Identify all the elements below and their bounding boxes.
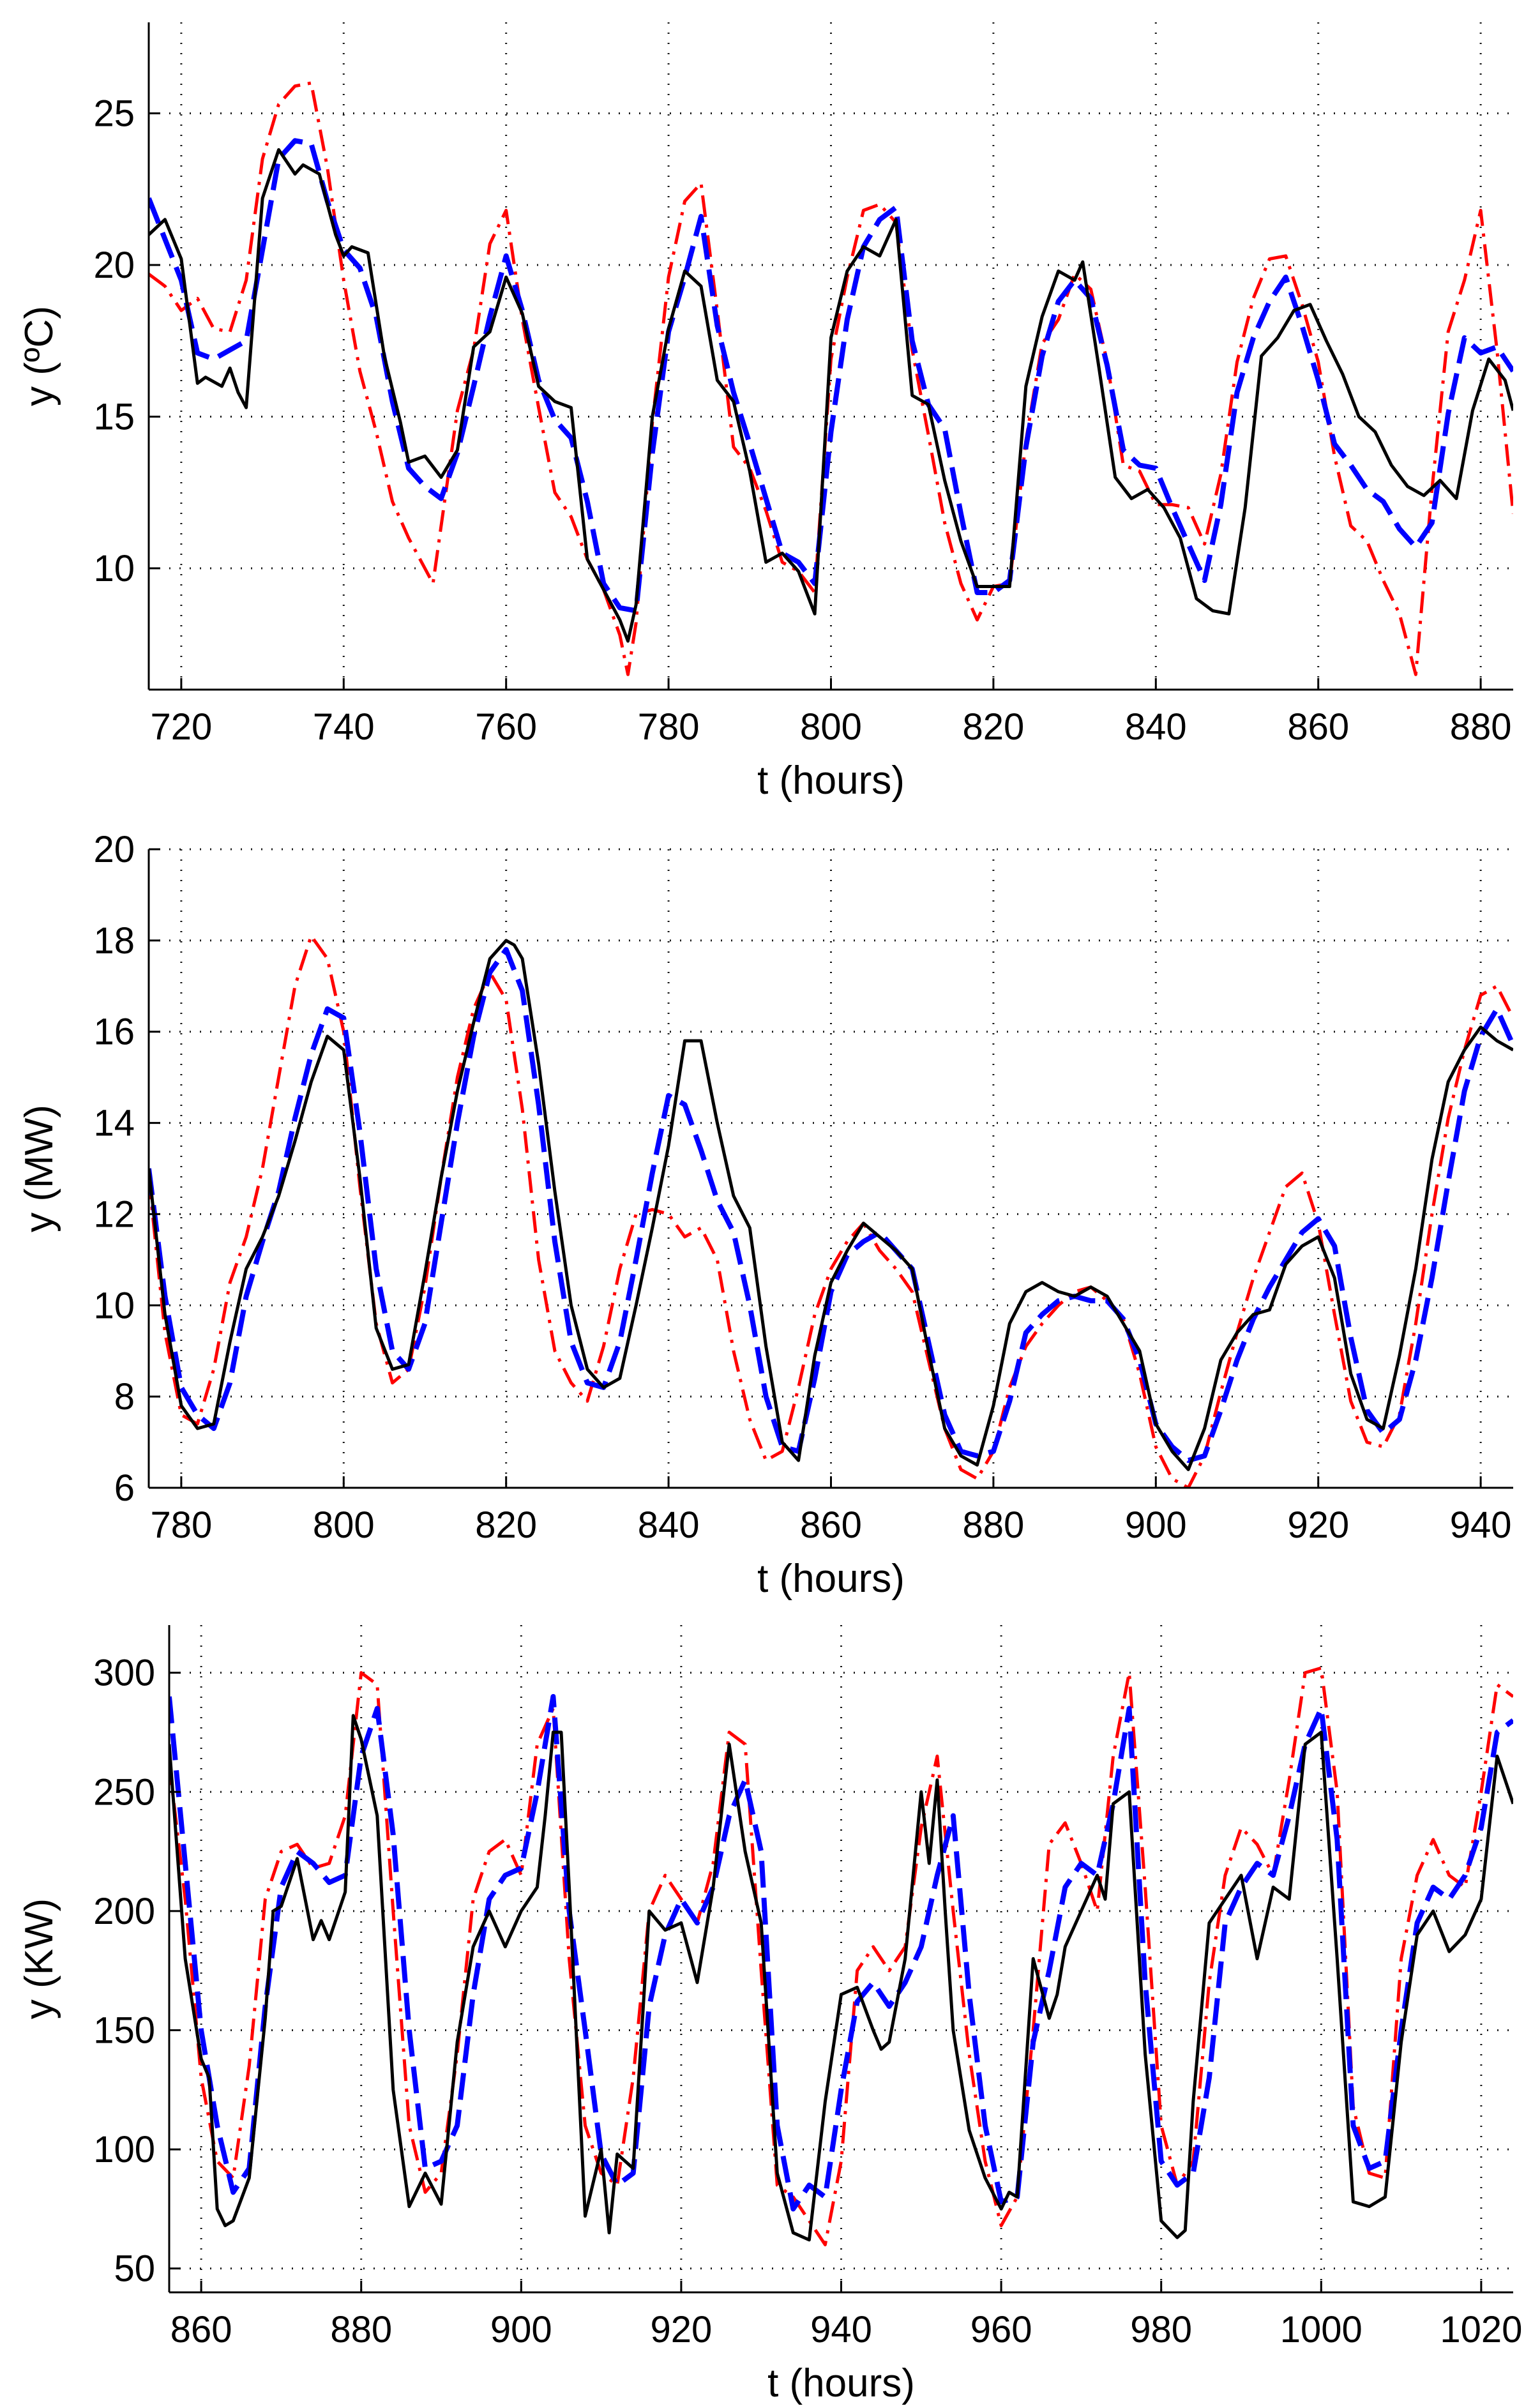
x-tick-label: 860	[800, 1504, 862, 1546]
x-tick-label: 860	[1287, 706, 1349, 748]
series-group	[169, 1666, 1513, 2246]
x-tick-label: 840	[1125, 706, 1187, 748]
series-group	[149, 81, 1513, 676]
y-tick-label: 10	[93, 548, 135, 589]
x-axis-label: t (hours)	[767, 2361, 915, 2405]
x-tick-label: 880	[963, 1504, 1025, 1546]
series-line-estimate-2	[149, 934, 1513, 1488]
y-tick-label: 16	[93, 1011, 135, 1053]
y-tick-label: 15	[93, 397, 135, 438]
y-axis-label: y (MW)	[17, 1105, 61, 1232]
x-tick-label: 980	[1130, 2309, 1192, 2350]
temperature-panel: 720 740 760 780 800 820 840 860 880 10 15 20 25 t (ho…	[17, 22, 1513, 803]
y-axis-label: y (ºC)	[17, 306, 61, 406]
x-tick-label: 900	[490, 2309, 552, 2350]
y-tick-label: 6	[114, 1467, 135, 1509]
x-tick-label: 860	[170, 2309, 232, 2350]
x-axis-label: t (hours)	[757, 759, 905, 803]
y-tick-label: 250	[93, 1771, 155, 1813]
y-tick-label: 300	[93, 1653, 155, 1694]
x-tick-label: 920	[651, 2309, 713, 2350]
x-tick-label: 740	[313, 706, 375, 748]
series-line-measured	[149, 939, 1513, 1471]
x-tick-label: 880	[330, 2309, 392, 2350]
y-tick-label: 20	[93, 245, 135, 286]
series-line-estimate-2	[169, 1666, 1513, 2246]
x-tick-label: 880	[1450, 706, 1512, 748]
series-group	[149, 934, 1513, 1488]
series-line-estimate-1	[149, 138, 1513, 614]
y-tick-label: 100	[93, 2129, 155, 2170]
x-tick-label: 800	[313, 1504, 375, 1546]
x-tick-label: 820	[475, 1504, 537, 1546]
series-line-measured	[169, 1714, 1513, 2242]
y-tick-label: 25	[93, 93, 135, 135]
x-tick-label: 820	[963, 706, 1025, 748]
x-tick-label: 800	[800, 706, 862, 748]
y-tick-label: 14	[93, 1103, 135, 1144]
y-tick-label: 20	[93, 829, 135, 870]
y-tick-label: 18	[93, 920, 135, 962]
x-tick-label: 960	[970, 2309, 1032, 2350]
power-mw-panel: 780 800 820 840 860 880 900 920 940 6 8 10 12 14 16 18 2…	[17, 829, 1513, 1601]
series-line-estimate-2	[149, 81, 1513, 676]
series-line-estimate-1	[169, 1694, 1513, 2212]
x-tick-label: 1020	[1440, 2309, 1522, 2350]
y-axis-label: y (KW)	[17, 1898, 61, 2019]
x-tick-label: 840	[638, 1504, 700, 1546]
power-kw-panel: 860 880 900 920 940 960 980 1000 1020 50 100 150 200…	[17, 1625, 1522, 2405]
series-line-measured	[149, 148, 1513, 643]
x-tick-label: 940	[810, 2309, 872, 2350]
x-tick-label: 900	[1125, 1504, 1187, 1546]
x-tick-label: 780	[150, 1504, 212, 1546]
x-tick-label: 920	[1287, 1504, 1349, 1546]
y-tick-label: 150	[93, 2009, 155, 2051]
x-tick-label: 720	[150, 706, 212, 748]
x-tick-label: 780	[638, 706, 700, 748]
y-tick-label: 12	[93, 1193, 135, 1235]
y-tick-label: 10	[93, 1285, 135, 1326]
y-tick-label: 8	[114, 1376, 135, 1418]
series-line-estimate-1	[149, 947, 1513, 1464]
x-tick-label: 940	[1450, 1504, 1512, 1546]
x-tick-label: 760	[475, 706, 537, 748]
y-tick-label: 50	[114, 2248, 155, 2290]
y-tick-label: 200	[93, 1891, 155, 1932]
x-axis-label: t (hours)	[757, 1557, 905, 1601]
x-tick-label: 1000	[1280, 2309, 1363, 2350]
